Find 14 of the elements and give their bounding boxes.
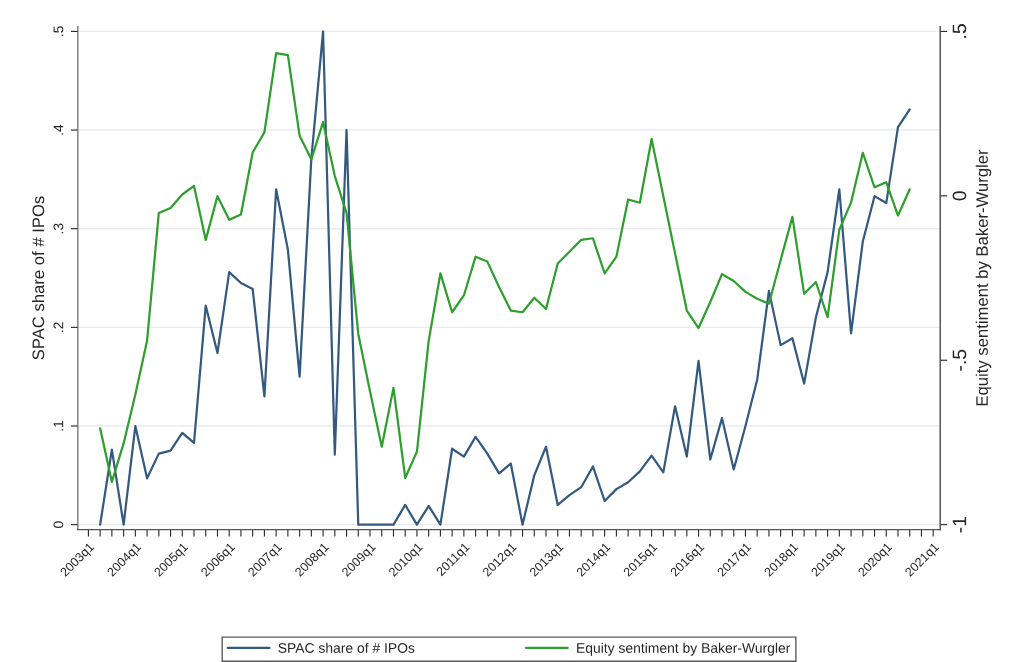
y2-tick-label: -1: [952, 516, 967, 533]
y-tick-label: 0: [53, 521, 64, 528]
legend-label: SPAC share of # IPOs: [278, 642, 415, 653]
y2-tick-label: .5: [952, 24, 967, 38]
y-tick-label: .4: [53, 124, 64, 135]
y-tick-label: .2: [53, 322, 64, 332]
y2-tick-label: 0: [952, 191, 967, 201]
y-axis-title: SPAC share of # IPOs: [32, 196, 45, 360]
y-tick-label: .5: [53, 26, 64, 36]
y-tick-label: .1: [53, 420, 64, 431]
y2-tick-label: -.5: [952, 349, 967, 371]
y-tick-label: .3: [53, 223, 64, 234]
legend-label: Equity sentiment by Baker-Wurgler: [577, 642, 791, 656]
y2-axis-title: Equity sentiment by Baker-Wurgler: [975, 149, 992, 406]
